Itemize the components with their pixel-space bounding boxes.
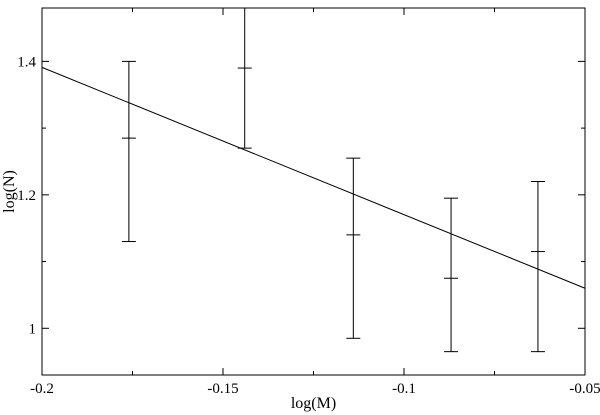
y-tick-label: 1.4 [17,54,36,70]
x-axis-label: log(M) [291,395,336,412]
fit-line [41,66,586,289]
y-tick-label: 1 [29,321,37,337]
y-tick-label: 1.2 [17,188,36,204]
x-tick-label: -0.05 [569,381,600,397]
plot-frame [41,7,586,376]
x-tick-label: -0.15 [207,381,238,397]
y-axis-label: log(N) [1,170,18,213]
x-tick-label: -0.2 [30,381,54,397]
x-tick-label: -0.1 [392,381,416,397]
